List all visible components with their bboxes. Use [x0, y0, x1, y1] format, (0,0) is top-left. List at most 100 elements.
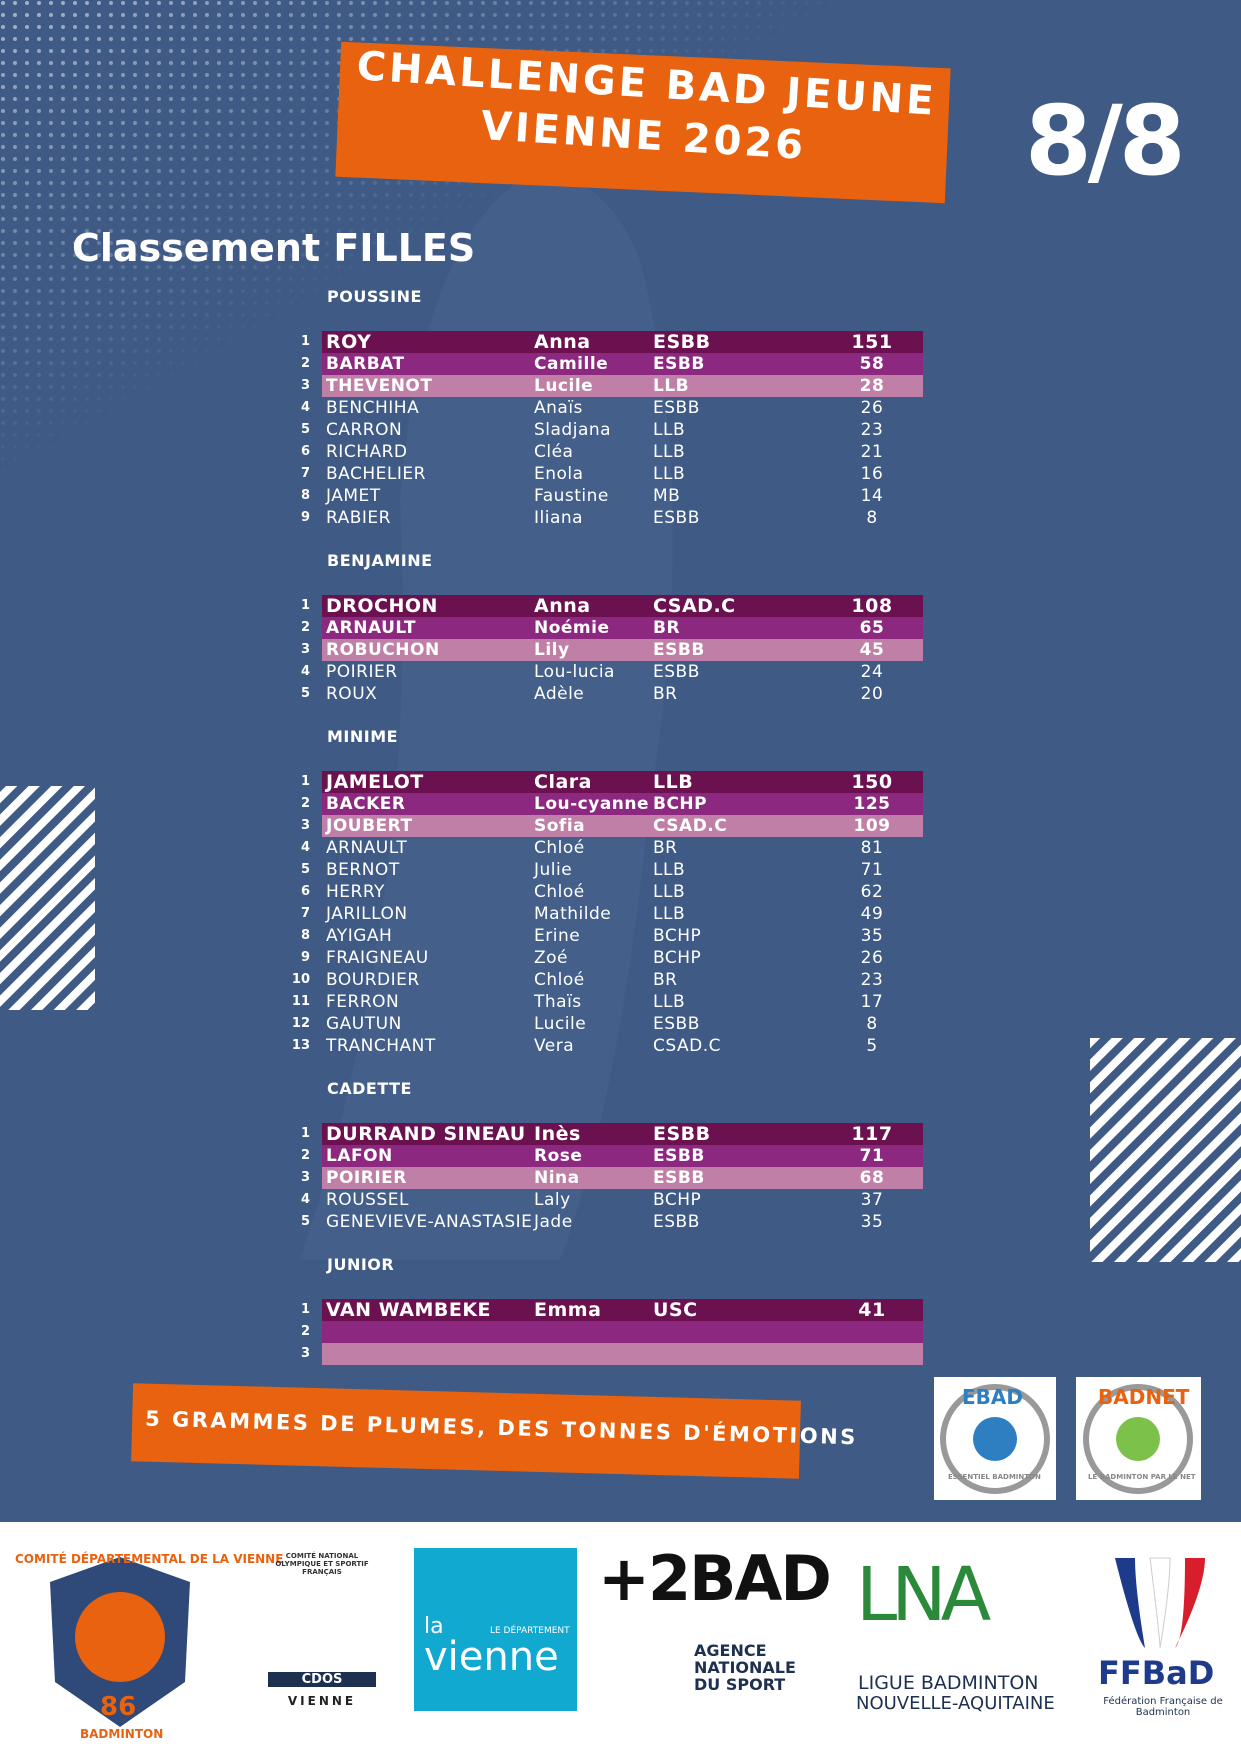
rank: 3: [300, 818, 310, 833]
club: CSAD.C: [653, 595, 736, 617]
club: ESBB: [653, 640, 705, 660]
points: 26: [860, 948, 884, 968]
cdos-top: COMITÉ NATIONAL OLYMPIQUE ET SPORTIF FRA…: [275, 1552, 369, 1576]
points: 23: [860, 970, 884, 990]
rank: 7: [300, 466, 310, 481]
club: BR: [653, 838, 678, 858]
dep-la: la: [424, 1614, 444, 1639]
rank: 2: [300, 1324, 310, 1339]
points: 28: [859, 376, 885, 396]
result-row: ROUSSEL Laly BCHP 37: [322, 1189, 923, 1211]
first-name: Sofia: [534, 816, 586, 836]
points: 26: [860, 398, 884, 418]
result-row: TRANCHANT Vera CSAD.C 5: [322, 1035, 923, 1057]
rank: 4: [300, 400, 310, 415]
result-row: CARRON Sladjana LLB 23: [322, 419, 923, 441]
section-title: BENJAMINE: [327, 551, 433, 570]
rank: 1: [300, 774, 310, 789]
ffbad-sub: Fédération Française de Badminton: [1103, 1696, 1223, 1718]
result-row: THEVENOT Lucile LLB 28: [322, 375, 923, 397]
club: BR: [653, 684, 678, 704]
result-row: LAFON Rose ESBB 71: [322, 1145, 923, 1167]
first-name: Faustine: [534, 486, 609, 506]
rank: 2: [300, 796, 310, 811]
last-name: VAN WAMBEKE: [326, 1299, 492, 1321]
points: 109: [853, 816, 891, 836]
points: 81: [860, 838, 884, 858]
points: 20: [860, 684, 884, 704]
rank: 11: [291, 994, 310, 1009]
result-row: JAMELOT Clara LLB 150: [322, 771, 923, 793]
last-name: POIRIER: [326, 1168, 407, 1188]
comite: COMITÉ DÉPARTEMENTAL DE LA VIENNE: [15, 1552, 284, 1566]
first-name: Adèle: [534, 684, 585, 704]
last-name: BACKER: [326, 794, 406, 814]
rank: 6: [300, 884, 310, 899]
club: LLB: [653, 904, 686, 924]
points: 62: [860, 882, 884, 902]
rank: 6: [300, 444, 310, 459]
first-name: Jade: [534, 1212, 573, 1232]
last-name: BERNOT: [326, 860, 400, 880]
club: ESBB: [653, 354, 705, 374]
last-name: ROUSSEL: [326, 1190, 409, 1210]
club: ESBB: [653, 331, 711, 353]
dep-small: LE DÉPARTEMENT: [490, 1626, 570, 1636]
club: CSAD.C: [653, 816, 728, 836]
last-name: BENCHIHA: [326, 398, 420, 418]
club: LLB: [653, 771, 694, 793]
points: 117: [851, 1123, 893, 1145]
last-name: JARILLON: [326, 904, 408, 924]
club: ESBB: [653, 398, 700, 418]
points: 65: [859, 618, 885, 638]
club: BCHP: [653, 926, 702, 946]
result-row: JAMET Faustine MB 14: [322, 485, 923, 507]
points: 71: [859, 1146, 885, 1166]
points: 35: [860, 926, 884, 946]
first-name: Cléa: [534, 442, 574, 462]
result-row: BARBAT Camille ESBB 58: [322, 353, 923, 375]
ffbad: FFBaD: [1098, 1654, 1215, 1692]
result-row: FERRON Thaïs LLB 17: [322, 991, 923, 1013]
rank: 13: [291, 1038, 310, 1053]
points: 37: [860, 1190, 884, 1210]
result-row: ROBUCHON Lily ESBB 45: [322, 639, 923, 661]
first-name: Julie: [534, 860, 573, 880]
rank: 4: [300, 664, 310, 679]
first-name: Inès: [534, 1123, 581, 1145]
last-name: TRANCHANT: [326, 1036, 436, 1056]
result-row: RICHARD Cléa LLB 21: [322, 441, 923, 463]
result-row: [322, 1321, 923, 1343]
last-name: POIRIER: [326, 662, 398, 682]
last-name: AYIGAH: [326, 926, 393, 946]
rank: 2: [300, 356, 310, 371]
comite-num: 86: [100, 1692, 137, 1722]
first-name: Lucile: [534, 1014, 587, 1034]
rank: 10: [291, 972, 310, 987]
result-row: AYIGAH Erine BCHP 35: [322, 925, 923, 947]
club: ESBB: [653, 1014, 700, 1034]
club: ESBB: [653, 1123, 711, 1145]
points: 14: [860, 486, 884, 506]
points: 5: [866, 1036, 878, 1056]
badnet: BADNET: [1098, 1385, 1190, 1409]
rank: 3: [300, 378, 310, 393]
first-name: Lucile: [534, 376, 594, 396]
first-name: Iliana: [534, 508, 584, 528]
result-row: BERNOT Julie LLB 71: [322, 859, 923, 881]
rank: 2: [300, 620, 310, 635]
last-name: ROBUCHON: [326, 640, 440, 660]
rank: 1: [300, 1126, 310, 1141]
last-name: THEVENOT: [326, 376, 433, 396]
points: 49: [860, 904, 884, 924]
club: LLB: [653, 882, 686, 902]
round: 8/8: [1025, 85, 1186, 197]
last-name: JAMELOT: [326, 771, 424, 793]
club: LLB: [653, 442, 686, 462]
last-name: ARNAULT: [326, 618, 417, 638]
points: 41: [858, 1299, 886, 1321]
result-row: GENEVIEVE-ANASTASIE Jade ESBB 35: [322, 1211, 923, 1233]
club: BCHP: [653, 1190, 702, 1210]
club: LLB: [653, 992, 686, 1012]
rank: 4: [300, 840, 310, 855]
